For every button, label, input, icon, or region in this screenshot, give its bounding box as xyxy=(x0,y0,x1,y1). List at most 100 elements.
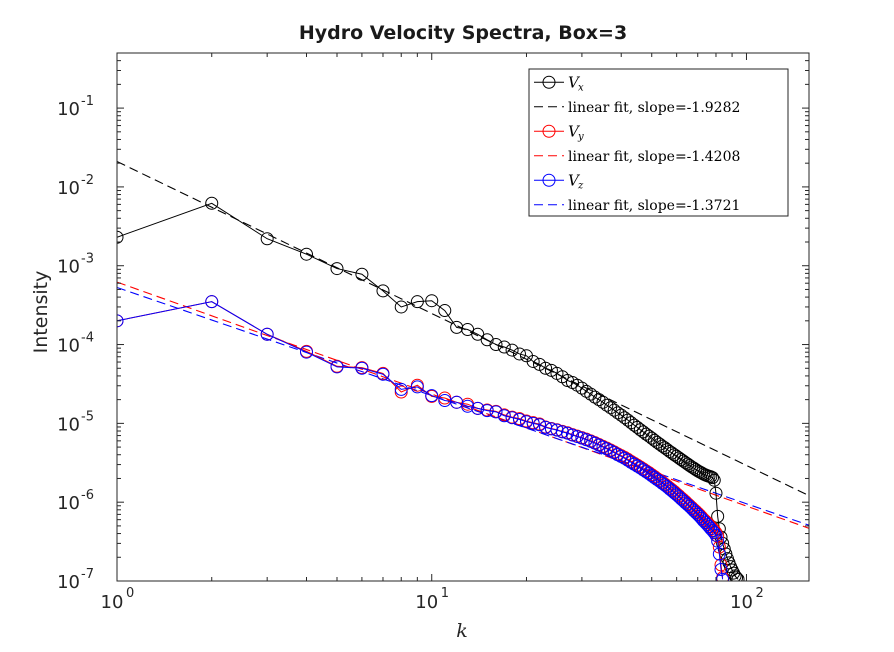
data-point-x xyxy=(425,294,439,308)
legend-label-z: V xyxy=(568,171,581,189)
data-point-x xyxy=(706,471,720,485)
fit-line-3 xyxy=(117,286,809,526)
y-axis-label: Intensity xyxy=(30,271,52,354)
data-point-z xyxy=(621,453,635,467)
data-point-x xyxy=(611,406,625,420)
data-point-z xyxy=(461,399,475,413)
legend-label-y: V xyxy=(568,122,581,140)
data-point-z xyxy=(260,327,274,341)
data-point-z xyxy=(611,448,625,462)
y-tick-label: 10 xyxy=(57,414,80,435)
data-point-z xyxy=(550,423,564,437)
data-point-x xyxy=(725,563,739,577)
data-point-z xyxy=(330,360,344,374)
data-point-x xyxy=(512,347,526,361)
data-point-x xyxy=(665,446,679,460)
x-tick-label: 10 xyxy=(730,592,753,613)
data-point-x xyxy=(505,343,519,357)
x-tick-label: 10 xyxy=(415,592,438,613)
data-point-x xyxy=(438,304,452,318)
data-point-x xyxy=(728,569,742,581)
data-point-z xyxy=(425,389,439,403)
y-tick-label: 10 xyxy=(57,336,80,357)
data-point-x xyxy=(660,443,674,457)
y-tick-exponent: -3 xyxy=(81,252,94,267)
legend-subscript-x: x xyxy=(578,82,584,93)
data-point-x xyxy=(670,449,684,463)
data-point-x xyxy=(355,267,369,281)
data-point-z xyxy=(614,449,628,463)
data-point-z xyxy=(607,446,621,460)
data-point-x xyxy=(117,230,124,244)
data-point-z xyxy=(704,522,718,536)
data-point-z xyxy=(489,405,503,419)
data-point-z xyxy=(480,404,494,418)
y-tick-exponent: -1 xyxy=(81,94,94,109)
data-point-x xyxy=(707,473,721,487)
legend-box xyxy=(528,68,789,217)
plot-frame xyxy=(116,52,810,582)
data-point-z xyxy=(497,409,511,423)
chart-title: Hydro Velocity Spectra, Box=3 xyxy=(299,22,627,44)
data-point-x xyxy=(600,398,614,412)
data-point-z xyxy=(205,295,219,309)
data-point-x xyxy=(526,354,540,368)
y-tick-exponent: -5 xyxy=(81,409,94,424)
data-point-x xyxy=(205,196,219,210)
legend-marker-z xyxy=(542,173,556,187)
data-point-x xyxy=(711,509,725,523)
data-point-x xyxy=(394,300,408,314)
series-line-x xyxy=(117,202,739,580)
data-point-z xyxy=(117,314,124,328)
data-point-x xyxy=(450,320,464,334)
data-point-x xyxy=(674,452,688,466)
data-point-x xyxy=(709,486,723,500)
data-point-z xyxy=(526,416,540,430)
data-point-x xyxy=(260,232,274,246)
data-point-x xyxy=(410,295,424,309)
y-tick-exponent: -4 xyxy=(81,331,94,346)
data-point-x xyxy=(575,381,589,395)
data-point-z xyxy=(471,401,485,415)
data-point-x xyxy=(604,401,618,415)
x-tick-exponent: 2 xyxy=(755,586,763,601)
legend-subscript-z: z xyxy=(577,180,584,191)
data-point-x xyxy=(730,571,744,581)
data-point-x xyxy=(614,408,628,422)
data-point-z xyxy=(355,361,369,375)
data-point-z xyxy=(711,534,725,548)
data-point-z xyxy=(707,526,721,540)
data-point-z xyxy=(555,425,569,439)
data-point-x xyxy=(704,470,718,484)
data-point-x xyxy=(539,361,553,375)
data-point-z xyxy=(519,415,533,429)
legend-label-x: V xyxy=(568,73,581,91)
y-tick-label: 10 xyxy=(57,572,80,593)
data-point-z xyxy=(714,562,728,576)
data-point-x xyxy=(663,444,677,458)
y-tick-label: 10 xyxy=(57,257,80,278)
data-point-z xyxy=(533,418,547,432)
data-point-z xyxy=(604,444,618,458)
y-tick-exponent: -2 xyxy=(81,173,94,188)
y-tick-label: 10 xyxy=(57,178,80,199)
legend-subscript-y: y xyxy=(577,131,584,142)
data-point-z xyxy=(299,345,313,359)
y-tick-label: 10 xyxy=(57,99,80,120)
data-point-z xyxy=(712,547,726,561)
data-point-x xyxy=(658,441,672,455)
data-point-z xyxy=(512,412,526,426)
data-point-x xyxy=(299,247,313,261)
x-axis-label: k xyxy=(456,620,468,642)
y-tick-exponent: -6 xyxy=(81,488,94,503)
legend-marker-x xyxy=(542,75,556,89)
fit-line-2 xyxy=(117,281,809,529)
series-layer xyxy=(117,196,745,581)
legend-fit-label-2: linear fit, slope=-1.4208 xyxy=(568,149,740,165)
axes-layer: 10 0 10 1 10 210 -710 -610 -510 -410 -310 -210 -1 xyxy=(57,52,810,613)
x-tick-exponent: 1 xyxy=(441,586,449,601)
data-point-z xyxy=(376,367,390,381)
data-point-z xyxy=(565,428,579,442)
data-point-z xyxy=(410,380,424,394)
